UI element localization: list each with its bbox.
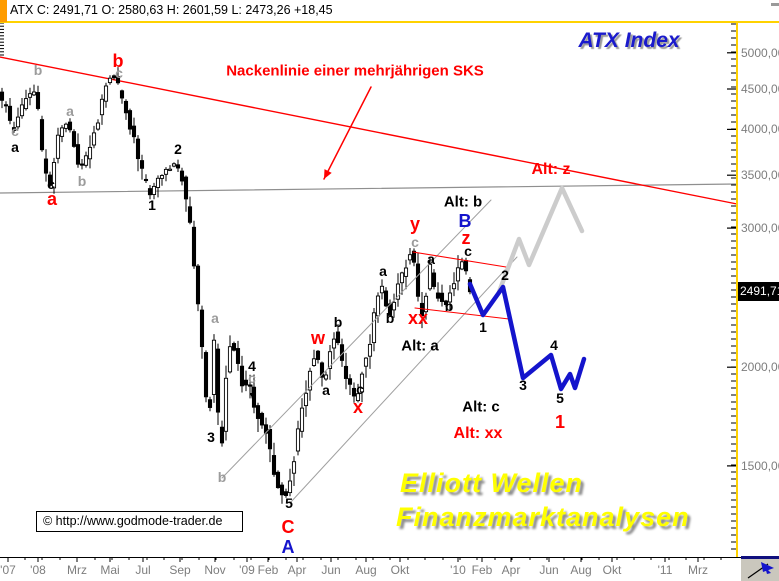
time-axis-label: Jun: [539, 563, 559, 577]
chart-frame-right: [736, 22, 738, 557]
wave-label: a: [427, 251, 435, 267]
chart-title: ATX Index: [578, 29, 680, 52]
time-axis-label: Okt: [602, 563, 622, 577]
current-price-badge: 2491,71: [738, 282, 779, 302]
price-axis-label: 4000,00: [741, 122, 779, 137]
wave-label: x: [352, 397, 364, 417]
neckline-annotation-text: Nackenlinie einer mehrjährigen SKS: [226, 62, 484, 80]
time-axis-label: '10: [450, 563, 466, 577]
wave-label: 1: [479, 319, 487, 335]
time-axis-label: '11: [657, 563, 673, 577]
time-axis-label: '08: [30, 563, 46, 577]
analysis-lines-layer: [0, 56, 738, 205]
wave-label: z: [461, 228, 471, 248]
wave-label: 4: [550, 337, 558, 353]
x-axis-line: [0, 557, 741, 558]
wave-label: b: [385, 310, 395, 326]
wave-label: c: [11, 123, 19, 139]
time-axis-label: '07: [0, 563, 16, 577]
time-axis-label: Mrz: [688, 563, 708, 577]
time-axis-label: Feb: [257, 563, 279, 577]
wave-label: A: [281, 537, 295, 557]
watermark-line2: Finanzmarktanalysen: [396, 502, 690, 532]
wave-label: b: [333, 314, 343, 330]
time-axis-label: Mrz: [67, 563, 87, 577]
wave-label: 1: [148, 197, 156, 213]
wave-label: Alt: z: [531, 161, 571, 178]
pushpin-flag-icon: [747, 562, 774, 579]
wave-label: b: [33, 62, 43, 78]
wave-label: 2: [501, 267, 509, 283]
price-axis-label: 3500,00: [741, 168, 779, 183]
time-axis-label: Jul: [135, 563, 151, 577]
chart-frame-top: [0, 21, 779, 23]
price-axis-label: 1500,00: [741, 458, 779, 473]
wave-label: C: [281, 517, 295, 537]
axis-ticks-layer: [0, 22, 736, 562]
wave-label: Alt: a: [401, 337, 439, 355]
price-axis-label: 3000,00: [741, 221, 779, 236]
price-axis-label: 2000,00: [741, 360, 779, 375]
wave-label: 5: [556, 390, 564, 406]
time-axis-label: Sep: [169, 563, 191, 577]
wave-label: b: [444, 298, 454, 314]
wave-label: 3: [519, 377, 527, 393]
wave-label: c: [356, 381, 364, 397]
time-axis-label: Mai: [100, 563, 120, 577]
wave-label: 4: [248, 358, 256, 374]
wave-label: w: [310, 328, 326, 348]
projection-lines-layer: [221, 86, 587, 504]
wave-label: B: [458, 211, 472, 231]
time-axis-label: Jun: [321, 563, 341, 577]
wave-label: Alt: c: [462, 398, 500, 416]
wave-label: a: [11, 139, 19, 155]
source-url-box: © http://www.godmode-trader.de: [36, 511, 243, 532]
quote-line: ATX C: 2491,71 O: 2580,63 H: 2601,59 L: …: [10, 3, 333, 17]
wave-label: b: [77, 173, 87, 189]
wave-label: Alt: xx: [453, 425, 503, 442]
price-axis-label: 5000,00: [741, 45, 779, 60]
bottom-right-divider: [741, 556, 779, 559]
wave-label: 2: [174, 141, 182, 157]
wave-label: c: [248, 370, 256, 386]
time-axis-label: Aug: [355, 563, 377, 577]
wave-label: y: [409, 214, 421, 234]
wave-label: 3: [207, 429, 215, 445]
wave-label: a: [322, 382, 330, 398]
wave-label: Alt: b: [443, 193, 483, 211]
wave-label: a: [66, 103, 74, 119]
time-axis-label: Feb: [471, 563, 493, 577]
wave-label: c: [47, 176, 55, 192]
time-axis-label: Okt: [390, 563, 410, 577]
time-axis-label: Aug: [570, 563, 592, 577]
wave-label: c: [115, 65, 123, 81]
candles-layer: [0, 67, 473, 504]
wave-label: b: [217, 469, 227, 485]
instrument-color-block: [0, 0, 7, 22]
price-axis-label: 4500,00: [741, 81, 779, 96]
wave-label: a: [46, 189, 58, 209]
wave-label: xx: [407, 308, 429, 328]
pin-button[interactable]: [741, 559, 779, 581]
watermark-line1: Elliott Wellen: [400, 468, 584, 498]
wave-label: c: [464, 243, 472, 259]
time-axis-label: Nov: [204, 563, 226, 577]
wave-label: 1: [554, 412, 566, 432]
time-axis-label: '09: [239, 563, 255, 577]
time-axis-label: Apr: [501, 563, 521, 577]
wave-label: a: [379, 263, 387, 279]
wave-label: b: [112, 51, 124, 71]
wave-label: 5: [285, 495, 293, 511]
time-axis-label: Apr: [287, 563, 307, 577]
wave-label: c: [411, 234, 419, 250]
window-control-artifact: [771, 3, 779, 6]
wave-label: a: [211, 310, 219, 326]
